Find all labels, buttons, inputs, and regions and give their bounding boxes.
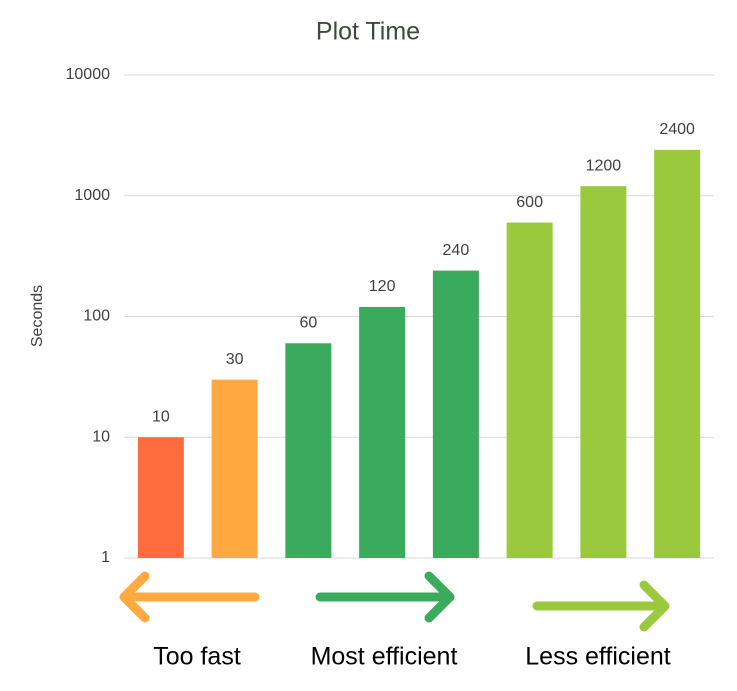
y-tick-label: 10000 [66,66,111,83]
bar [359,306,406,558]
y-tick-label: 100 [83,308,110,325]
value-label: 10 [152,408,170,425]
bar [211,379,258,558]
bar [506,222,553,558]
y-tick-label: 1000 [74,187,110,204]
y-tick-label: 10 [92,428,110,445]
bar [654,149,701,559]
value-label: 60 [299,315,317,332]
y-tick-label: 1 [101,549,110,566]
value-label: 2400 [659,121,695,138]
bar [285,343,332,558]
annotation: Less efficient [525,643,671,671]
value-label: 1200 [586,157,622,174]
value-label: 120 [369,278,396,295]
arrow-right [315,571,455,623]
bar [580,186,627,559]
arrow-left [119,571,260,623]
annotation: Most efficient [311,643,458,671]
chart-title: Plot Time [316,18,420,46]
bar [432,270,479,558]
arrows [119,571,670,632]
value-label: 30 [226,351,244,368]
arrow-right [532,580,670,632]
value-label: 240 [443,242,470,259]
bar [137,437,184,558]
y-axis-label: Seconds [29,285,46,347]
annotation: Too fast [153,643,241,671]
value-label: 600 [516,194,543,211]
